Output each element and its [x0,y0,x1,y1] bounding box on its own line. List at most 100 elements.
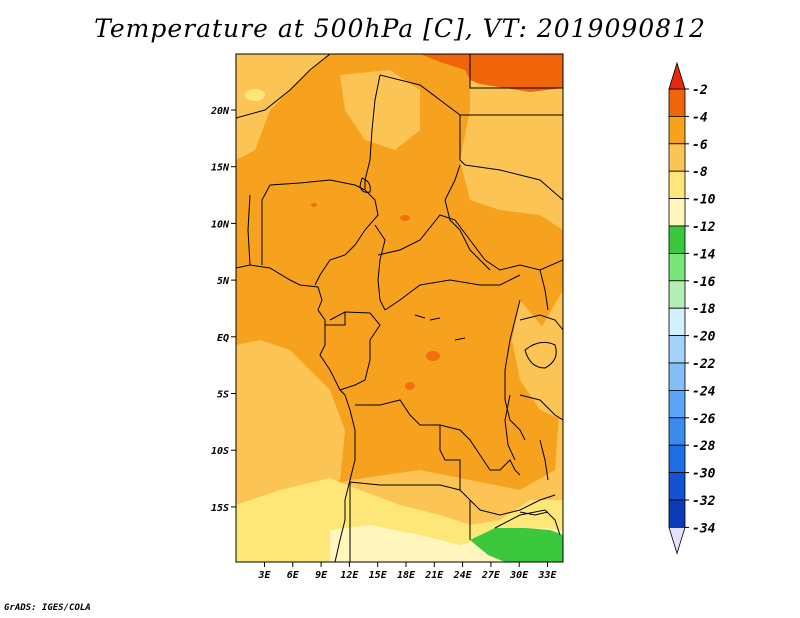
border-niger-algeria [236,54,331,119]
lat-tick-label: EQ [217,333,229,344]
border-angola-east [439,425,461,490]
political-borders [236,54,563,562]
colorbar-box [668,389,686,419]
lat-tick-label: 15S [211,503,229,514]
lat-tick-label: 5N [217,276,230,287]
border-chad-east [444,164,491,271]
colorbar-box [668,472,686,501]
border-drc-south [355,399,521,476]
field-spot-minus4-1 [426,351,440,361]
colorbar-box [668,225,686,254]
border-zimbabwe [494,509,561,536]
lake-tanganyika [504,394,516,461]
colorbar-label: -30 [692,467,716,482]
grads-credit: GrADS: IGES/COLA [4,603,91,613]
lake-kariba [519,511,549,516]
border-nigeria-east [314,189,379,286]
lon-tick-label: 15E [369,570,388,581]
congo-river-lakes-2 [454,337,466,341]
coastline [236,264,356,562]
colorbar-bottom-arrow [668,527,686,555]
colorbar-label: -8 [692,165,708,180]
border-kenya [539,269,549,311]
map-frame [235,53,564,563]
colorbar-label: -12 [692,220,716,235]
lon-tick-label: 24E [453,570,473,581]
lon-tick-label: 21E [424,570,444,581]
field-southeast-minus14 [470,528,563,562]
lon-tick-label: 9E [315,570,328,581]
lon-tick-label: 6E [287,570,300,581]
border-chad-west [364,74,381,190]
border-car-north [377,214,486,261]
field-northeast-minus6 [460,70,563,230]
colorbar-label: -20 [692,330,716,345]
colorbar-box [668,444,686,474]
colorbar-box [668,116,686,145]
border-sudan [460,114,563,201]
colorbar-label: -14 [692,247,716,262]
border-egypt-libya [469,54,563,89]
colorbar-label: -28 [692,439,716,454]
lat-tick-label: 15N [211,163,230,174]
longitude-axis: 3E 6E 9E 12E 15E 18E 21E 24E 27E 30E 33E [257,562,558,581]
field-spot-minus4-2 [405,382,415,390]
border-car-south [384,274,521,311]
field-lake-region-minus6 [512,300,563,420]
border-congo [329,311,381,391]
field-spot-minus4-4 [311,203,317,207]
border-tanzania [519,394,563,421]
colorbar-box [668,499,686,528]
map-title: Temperature at 500hPa [C], VT: 201909081… [94,14,706,43]
colorbar: -2 -4 -6 -8 -10 -12 -14 -16 -18 -20 -22 -24 -26 -28 -3… [668,61,716,555]
colorbar-box [668,362,686,391]
border-zambia-south [479,494,556,516]
border-gabon [325,312,346,326]
latitude-axis: 20N 15N 10N 5N EQ 5S 10S 15S [210,106,236,514]
lon-tick-label: 30E [509,570,529,581]
border-nigeria-west [261,184,271,265]
colorbar-label: -22 [692,357,716,372]
border-cameroon-car [374,224,386,311]
colorbar-box [668,198,686,227]
colorbar-box [668,170,686,199]
border-namibia [349,482,471,562]
field-northwest-minus6 [236,54,330,160]
colorbar-box [668,252,686,282]
field-north-sahara-minus2 [420,54,563,92]
lon-tick-label: 3E [257,570,271,581]
lake-victoria [524,341,557,369]
colorbar-label: -2 [692,83,708,98]
congo-river-lakes-1 [414,314,441,321]
border-nigeria-north [269,179,366,191]
colorbar-label: -10 [692,193,716,208]
lat-tick-label: 20N [210,106,230,117]
lon-tick-label: 12E [340,570,359,581]
colorbar-label: -18 [692,302,716,317]
lon-tick-label: 18E [397,570,416,581]
colorbar-label: -24 [692,384,716,399]
field-north-mid-minus6 [340,70,420,150]
colorbar-label: -6 [692,138,708,153]
lat-tick-label: 5S [217,390,229,401]
border-uganda [519,314,563,331]
lake-malawi [539,439,549,481]
border-south-sudan [484,259,563,271]
lon-tick-label: 33E [537,570,557,581]
field-west-coast-minus6 [236,340,345,500]
colorbar-label: -32 [692,494,716,509]
field-spot-minus8-1 [245,89,265,101]
colorbar-label: -26 [692,412,716,427]
temperature-fields [236,54,563,562]
colorbar-label: -16 [692,275,716,290]
colorbar-box [668,88,686,117]
lon-tick-label: 27E [481,570,501,581]
colorbar-box [668,307,686,337]
border-benin [247,194,251,266]
colorbar-label: -34 [692,521,716,536]
colorbar-box [668,280,686,309]
lat-tick-label: 10S [211,446,229,457]
colorbar-top-arrow [668,61,686,90]
colorbar-box [668,143,686,172]
